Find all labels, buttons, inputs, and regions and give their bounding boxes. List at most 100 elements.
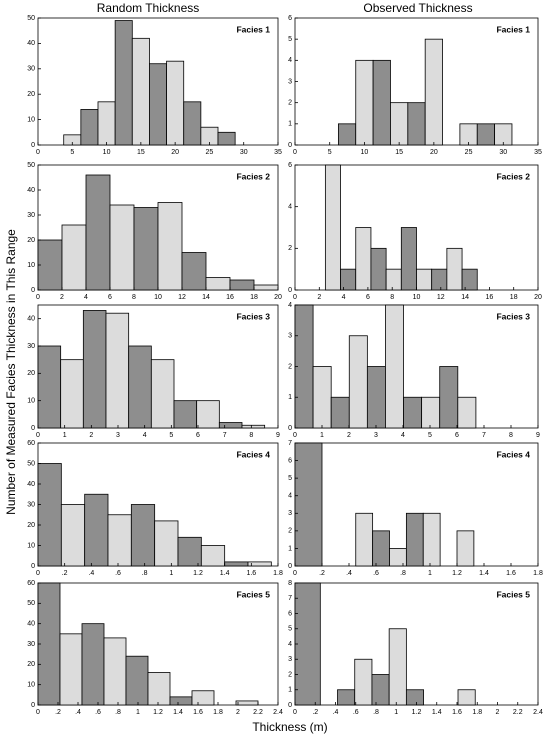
bar <box>330 396 350 429</box>
panel-title: Facies 1 <box>236 24 270 34</box>
x-tick-label: 0 <box>293 570 297 577</box>
x-tick-label: 25 <box>465 149 473 156</box>
y-tick-label: 20 <box>27 661 35 668</box>
bar <box>253 284 279 291</box>
x-tick-label: .2 <box>55 709 61 716</box>
bar <box>389 548 407 567</box>
bar <box>385 268 402 291</box>
x-tick-label: 0 <box>293 149 297 156</box>
bar <box>337 689 356 706</box>
bar <box>37 345 62 429</box>
bar <box>60 359 84 429</box>
bar <box>196 400 220 429</box>
x-tick-label: 5 <box>428 432 432 439</box>
x-tick-label: 2.2 <box>253 709 263 716</box>
bar <box>355 59 374 146</box>
bar <box>403 396 423 429</box>
x-tick-label: 6 <box>455 432 459 439</box>
bar <box>407 102 426 146</box>
x-tick-label: 1.2 <box>153 709 163 716</box>
column-title: Random Thickness <box>97 1 200 15</box>
x-tick-label: 1 <box>169 570 173 577</box>
y-tick-label: 2 <box>288 245 292 252</box>
x-tick-label: 9 <box>276 432 280 439</box>
bar <box>37 239 63 291</box>
bar <box>390 102 409 146</box>
y-tick-label: 4 <box>288 641 292 648</box>
x-tick-label: 1.6 <box>452 709 462 716</box>
y-tick-label: 50 <box>27 162 35 169</box>
bar <box>241 424 266 429</box>
x-tick-label: 0 <box>293 294 297 301</box>
x-tick-label: 12 <box>437 294 445 301</box>
bar <box>247 561 272 567</box>
x-tick-label: 0 <box>36 432 40 439</box>
bar <box>421 396 441 429</box>
bar <box>229 279 255 291</box>
y-tick-label: 2 <box>288 100 292 107</box>
bar <box>183 101 202 146</box>
x-tick-label: 4 <box>401 432 405 439</box>
x-tick-label: 14 <box>461 294 469 301</box>
y-tick-label: 50 <box>27 600 35 607</box>
y-tick-label: 8 <box>288 580 292 587</box>
bar <box>37 582 61 706</box>
bar <box>456 530 475 567</box>
x-tick-label: 1 <box>63 432 67 439</box>
x-tick-label: .6 <box>373 570 379 577</box>
bar <box>459 123 478 146</box>
y-tick-label: 5 <box>288 475 292 482</box>
bar <box>205 277 231 291</box>
x-tick-label: 1.8 <box>472 709 482 716</box>
x-tick-label: 10 <box>361 149 369 156</box>
x-tick-label: 2 <box>89 432 93 439</box>
bar <box>200 545 226 567</box>
bar <box>494 123 513 146</box>
panel-title: Facies 1 <box>496 24 530 34</box>
bar <box>370 247 387 291</box>
x-tick-label: 0 <box>293 432 297 439</box>
x-tick-label: .6 <box>353 709 359 716</box>
x-tick-label: 2 <box>236 709 240 716</box>
y-tick-label: 30 <box>27 343 35 350</box>
x-tick-label: 4 <box>342 294 346 301</box>
x-tick-label: 1 <box>136 709 140 716</box>
y-tick-label: 6 <box>288 15 292 22</box>
bar <box>82 310 107 429</box>
x-tick-label: 4 <box>143 432 147 439</box>
x-tick-label: 10 <box>103 149 111 156</box>
y-tick-label: 60 <box>27 440 35 447</box>
bar <box>457 689 476 706</box>
x-tick-label: .2 <box>62 570 68 577</box>
x-tick-label: 4 <box>84 294 88 301</box>
x-tick-label: 20 <box>274 294 282 301</box>
x-tick-label: 10 <box>154 294 162 301</box>
y-tick-label: 10 <box>27 262 35 269</box>
y-tick-label: 3 <box>288 510 292 517</box>
bar <box>371 674 390 706</box>
x-tick-label: 1.4 <box>432 709 442 716</box>
x-tick-label: 0 <box>36 570 40 577</box>
bar <box>355 512 374 567</box>
x-tick-label: 2 <box>496 709 500 716</box>
y-tick-label: 4 <box>288 57 292 64</box>
x-tick-label: 0 <box>36 149 40 156</box>
x-tick-label: 2 <box>347 432 351 439</box>
y-tick-label: 5 <box>288 36 292 43</box>
y-tick-label: 50 <box>27 460 35 467</box>
y-tick-label: 0 <box>31 425 35 432</box>
y-tick-label: 6 <box>288 610 292 617</box>
panel-title: Facies 4 <box>236 449 270 459</box>
x-tick-label: 8 <box>390 294 394 301</box>
bar <box>85 174 111 291</box>
bar <box>169 696 193 706</box>
bar <box>388 628 407 706</box>
y-tick-label: 10 <box>27 682 35 689</box>
y-tick-label: 40 <box>27 316 35 323</box>
bar <box>354 658 373 706</box>
bar <box>109 204 135 291</box>
panel-title: Facies 2 <box>496 171 530 181</box>
y-tick-label: 4 <box>288 493 292 500</box>
y-tick-label: 2 <box>288 528 292 535</box>
x-tick-label: 7 <box>223 432 227 439</box>
